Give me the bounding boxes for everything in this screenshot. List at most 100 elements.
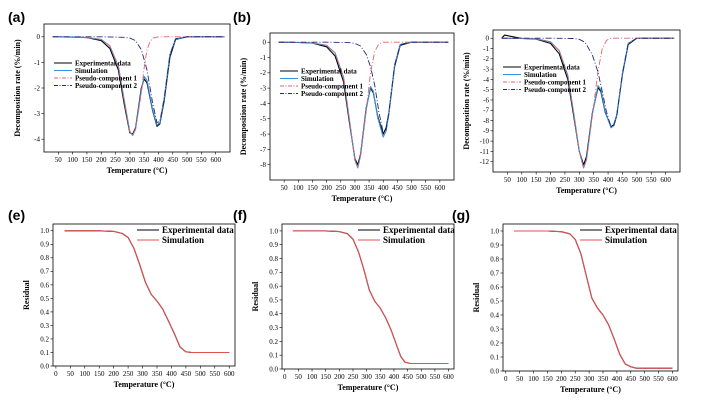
x-tick-label: 150	[320, 373, 331, 381]
legend-label: Simulation	[301, 75, 334, 83]
y-tick-label: 0	[263, 39, 267, 47]
x-tick-label: 100	[528, 375, 539, 383]
y-tick-label: -5	[483, 86, 489, 94]
y-tick-label: 0.7	[40, 268, 49, 276]
x-tick-label: 50	[504, 176, 512, 184]
x-tick-label: 450	[617, 176, 628, 184]
x-tick-label: 200	[321, 184, 332, 192]
y-axis-title: Residual	[251, 281, 260, 312]
series-line-pseudo-component-2	[501, 37, 675, 128]
y-tick-label: 0.5	[490, 297, 499, 305]
x-tick-label: 200	[334, 373, 345, 381]
legend-label: Simulation	[524, 71, 557, 79]
y-tick-label: 0.5	[40, 295, 49, 303]
x-tick-label: 500	[195, 370, 206, 378]
legend-label: Experimental data	[524, 63, 580, 71]
legend-label: Experimental data	[162, 225, 234, 235]
x-tick-label: 0	[283, 373, 287, 381]
y-tick-label: -2	[34, 84, 40, 92]
y-axis-title: Decomposition rate (%/min)	[13, 39, 22, 137]
legend-label: Pseudo-component 2	[75, 82, 138, 90]
x-tick-label: 600	[667, 375, 678, 383]
y-tick-label: 1.0	[490, 227, 499, 235]
y-tick-label: 0.5	[269, 296, 278, 304]
x-tick-label: 500	[639, 375, 650, 383]
y-tick-label: 0.0	[490, 367, 499, 375]
x-tick-label: 450	[392, 184, 403, 192]
y-tick-label: -2	[260, 69, 266, 77]
x-tick-label: 600	[224, 370, 235, 378]
x-axis-title: Temperature (°C)	[107, 166, 168, 175]
x-tick-label: 350	[139, 156, 150, 164]
y-tick-label: 0.3	[40, 322, 49, 330]
x-tick-label: 350	[598, 375, 609, 383]
legend-label: Experimental data	[605, 225, 677, 235]
panel-f: (f) 0 50 100 150 200 250 300 350 400 450 500 550 600 0…	[233, 207, 455, 392]
y-tick-label: -1	[260, 54, 266, 62]
x-tick-label: 50	[281, 184, 289, 192]
y-tick-label: -5	[260, 115, 266, 123]
y-tick-label: 0.2	[269, 338, 278, 346]
x-tick-label: 550	[646, 176, 657, 184]
legend-label: Pseudo-component 1	[75, 74, 138, 82]
panel-label: (g)	[452, 207, 470, 223]
x-tick-label: 350	[152, 370, 163, 378]
x-axis-title: Temperature (°C)	[332, 194, 393, 203]
y-tick-label: -1	[483, 45, 489, 53]
x-tick-label: 150	[542, 375, 553, 383]
x-tick-label: 300	[574, 176, 585, 184]
y-tick-label: -7	[260, 146, 266, 154]
y-tick-label: 0.9	[269, 241, 278, 249]
y-tick-label: 0.2	[490, 339, 499, 347]
legend-label: Experimental data	[75, 59, 131, 67]
y-tick-label: -2	[483, 55, 489, 63]
y-tick-label: 1.0	[269, 227, 278, 235]
series-line-experimental-data	[278, 41, 449, 166]
series-line-simulation	[514, 230, 673, 369]
series-line-experimental-data	[64, 230, 230, 354]
y-tick-label: 0.4	[490, 311, 499, 319]
y-axis-title: Residual	[22, 279, 31, 310]
legend-label: Pseudo-component 2	[524, 86, 587, 94]
x-tick-label: 150	[531, 176, 542, 184]
plot-frame	[269, 32, 455, 181]
plot-frame	[492, 29, 681, 173]
x-tick-label: 500	[406, 184, 417, 192]
x-tick-label: 550	[653, 375, 664, 383]
x-tick-label: 400	[153, 156, 164, 164]
y-tick-label: 0.6	[40, 281, 49, 289]
x-tick-label: 0	[504, 375, 508, 383]
series-line-pseudo-component-1	[278, 41, 449, 169]
x-tick-label: 250	[336, 184, 347, 192]
legend-label: Experimental data	[383, 225, 455, 235]
x-tick-label: 600	[660, 176, 671, 184]
y-tick-label: 0.0	[40, 362, 49, 370]
y-axis-title: Decomposition rate (%/min)	[239, 58, 248, 156]
y-tick-label: -4	[483, 76, 489, 84]
x-tick-label: 100	[517, 176, 528, 184]
y-tick-label: -6	[483, 96, 489, 104]
y-tick-label: -4	[260, 100, 266, 108]
legend-label: Pseudo-component 1	[524, 78, 587, 86]
x-tick-label: 500	[182, 156, 193, 164]
x-tick-label: 250	[123, 370, 134, 378]
panel-a: (a)50 100 150 200 250 300 350 400 450 500 550 6000-…	[8, 9, 231, 175]
series-line-simulation	[278, 41, 449, 169]
x-tick-label: 450	[402, 373, 413, 381]
x-tick-label: 150	[82, 156, 93, 164]
x-tick-label: 0	[54, 370, 58, 378]
legend-label: Pseudo-component 1	[301, 82, 364, 90]
x-axis-title: Temperature (°C)	[560, 385, 621, 394]
x-tick-label: 550	[210, 370, 221, 378]
panel-b: (b) 50 100 150 200 250 300 350 400 450 500 550 600 0 -…	[233, 9, 455, 203]
x-tick-label: 350	[364, 184, 375, 192]
y-tick-label: 0.9	[40, 241, 49, 249]
x-axis-title: Temperature (°C)	[338, 383, 399, 392]
x-tick-label: 550	[430, 373, 441, 381]
x-tick-label: 450	[181, 370, 192, 378]
series-line-experimental-data	[292, 230, 449, 365]
y-tick-label: -9	[483, 127, 489, 135]
x-tick-label: 600	[210, 156, 221, 164]
y-tick-label: -10	[480, 138, 490, 146]
